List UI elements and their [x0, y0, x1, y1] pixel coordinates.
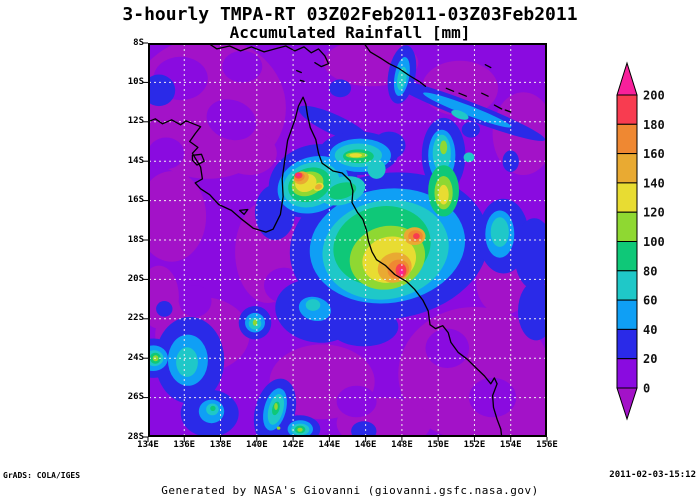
y-tick-label: 26S [127, 392, 144, 403]
y-tick-label: 18S [127, 234, 144, 245]
colorbar-segment [616, 270, 638, 301]
colorbar-tick-label: 140 [643, 176, 665, 190]
x-tick-label: 134E [137, 440, 159, 450]
y-tick-label: 10S [127, 76, 144, 87]
x-tick-label: 140E [245, 440, 268, 450]
colorbar-tick-label: 0 [643, 382, 650, 396]
x-tick-label: 156E [536, 440, 558, 450]
y-tick-label: 8S [133, 37, 144, 48]
x-tick-label: 152E [463, 440, 486, 450]
rain-field [148, 43, 547, 437]
x-tick-label: 136E [173, 440, 196, 450]
colorbar-tick-label: 20 [643, 352, 657, 366]
colorbar-segment [616, 328, 638, 360]
colorbar-segment [616, 123, 638, 155]
colorbar-tick-label: 200 [643, 89, 665, 103]
y-tick-label: 28S [127, 431, 144, 442]
colorbar-tick-label: 40 [643, 323, 657, 337]
colorbar-segment [616, 153, 638, 184]
colorbar-segment [616, 182, 638, 213]
y-tick-label: 24S [127, 352, 144, 363]
y-tick-label: 14S [127, 155, 144, 166]
coastlines [148, 43, 512, 437]
colorbar-arrow-below [616, 387, 638, 421]
giovanni-credit: Generated by NASA's Giovanni (giovanni.g… [161, 484, 539, 497]
y-tick-label: 20S [127, 273, 144, 284]
x-tick-label: 142E [282, 440, 304, 450]
map-border [148, 43, 547, 437]
lat-lon-gridlines [149, 44, 546, 436]
plot-subtitle: Accumulated Rainfall [mm] [229, 23, 471, 42]
x-tick-label: 148E [391, 440, 413, 450]
colorbar-segment [616, 299, 638, 330]
y-tick-label: 22S [127, 313, 144, 324]
y-tick-label: 12S [127, 116, 144, 127]
colorbar-segment [616, 241, 638, 272]
colorbar-segment [616, 358, 638, 389]
colorbar-tick-label: 180 [643, 118, 665, 132]
axis-ticks [143, 42, 548, 442]
colorbar-tick-label: 100 [643, 235, 665, 249]
colorbar-tick-label: 160 [643, 147, 665, 161]
y-tick-label: 16S [127, 195, 144, 206]
colorbar-tick-label: 60 [643, 294, 657, 308]
colorbar-tick-label: 120 [643, 206, 665, 220]
plot-title: 3-hourly TMPA-RT 03Z02Feb2011-03Z03Feb20… [122, 4, 578, 25]
rainfall-map [143, 42, 548, 442]
x-tick-label: 154E [499, 440, 522, 450]
colorbar-segment [616, 211, 638, 242]
timestamp: 2011-02-03-15:12 [609, 470, 696, 480]
x-tick-label: 144E [318, 440, 341, 450]
colorbar-segment [616, 94, 638, 125]
colorbar-tick-label: 80 [643, 264, 657, 278]
x-tick-label: 150E [427, 440, 450, 450]
colorbar-arrow-above [616, 61, 638, 96]
x-tick-label: 146E [354, 440, 377, 450]
x-tick-label: 138E [209, 440, 232, 450]
grads-credit: GrADS: COLA/IGES [3, 471, 81, 480]
